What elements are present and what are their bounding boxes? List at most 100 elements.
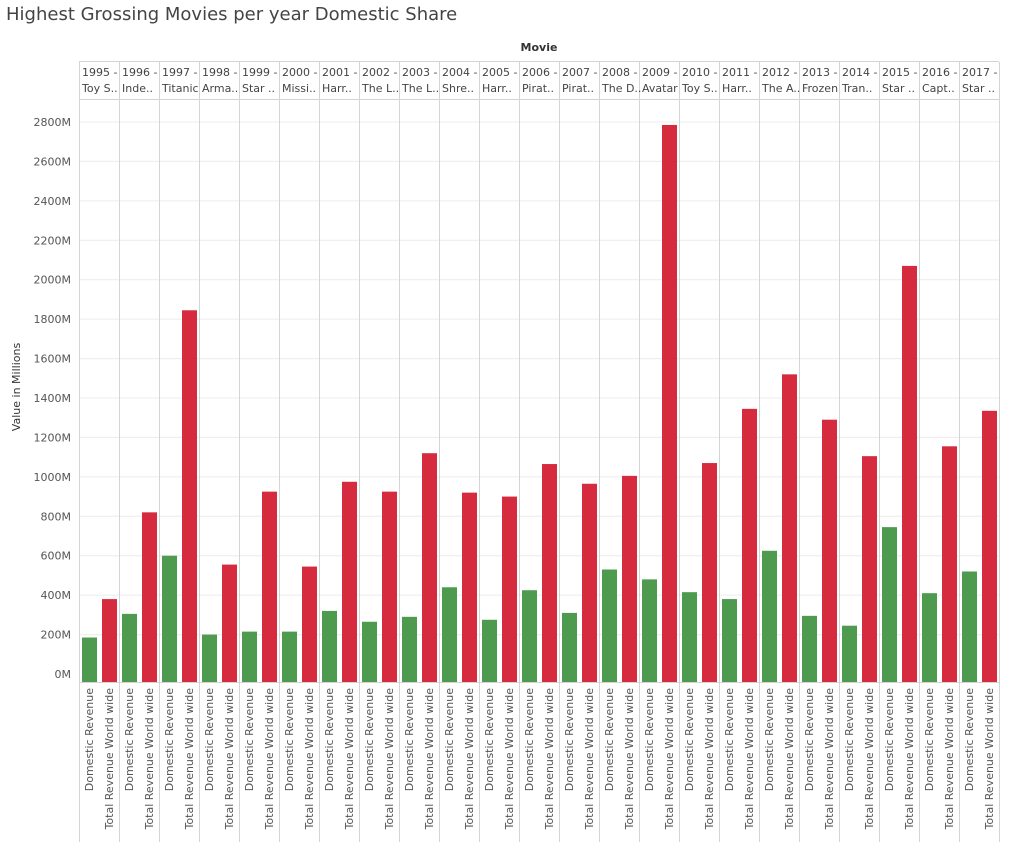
category-label: Domestic Revenue: [243, 688, 256, 791]
domestic-revenue-bar: [202, 634, 217, 682]
category-label: Domestic Revenue: [323, 688, 336, 791]
header-year-label: 2004 -: [442, 66, 477, 79]
category-label: Domestic Revenue: [923, 688, 936, 791]
worldwide-revenue-bar: [542, 464, 557, 682]
domestic-revenue-bar: [82, 637, 97, 682]
worldwide-revenue-bar: [982, 410, 997, 682]
header-movie-label: The L..: [361, 82, 399, 95]
category-label: Total Revenue World wide: [223, 688, 236, 831]
category-label: Total Revenue World wide: [703, 688, 716, 831]
y-tick-label: 1200M: [34, 431, 72, 444]
domestic-revenue-bar: [402, 616, 417, 682]
worldwide-revenue-bar: [502, 496, 517, 682]
category-label: Total Revenue World wide: [743, 688, 756, 831]
category-label: Domestic Revenue: [123, 688, 136, 791]
header-year-label: 2000 -: [282, 66, 317, 79]
header-movie-label: Pirat..: [562, 82, 594, 95]
header-year-label: 2005 -: [482, 66, 517, 79]
worldwide-revenue-bar: [582, 483, 597, 682]
worldwide-revenue-bar: [662, 124, 677, 682]
category-label: Total Revenue World wide: [983, 688, 996, 831]
category-layer: Domestic Revenue Total Revenue World wide…: [83, 688, 996, 831]
y-tick-label: 400M: [41, 589, 72, 602]
worldwide-revenue-bar: [742, 408, 757, 682]
header-year-label: 2013 -: [802, 66, 837, 79]
y-tick-label: 1800M: [34, 313, 72, 326]
worldwide-revenue-bar: [422, 453, 437, 682]
y-tick-label: 0M: [55, 668, 72, 681]
domestic-revenue-bar: [842, 625, 857, 682]
worldwide-revenue-bar: [862, 456, 877, 682]
header-movie-label: Pirat..: [522, 82, 554, 95]
header-movie-label: Shre..: [442, 82, 474, 95]
category-label: Total Revenue World wide: [663, 688, 676, 831]
header-movie-label: Tran..: [841, 82, 872, 95]
domestic-revenue-bar: [362, 621, 377, 682]
category-label: Domestic Revenue: [563, 688, 576, 791]
y-axis-title: Value in Millions: [10, 343, 23, 432]
header-year-label: 2016 -: [922, 66, 957, 79]
category-label: Domestic Revenue: [443, 688, 456, 791]
y-tick-label: 1600M: [34, 353, 72, 366]
worldwide-revenue-bar: [262, 491, 277, 682]
header-layer: 1995 -Toy S..1996 -Inde..1997 -Titanic19…: [81, 66, 997, 95]
worldwide-revenue-bar: [902, 265, 917, 682]
header-year-label: 1998 -: [202, 66, 237, 79]
category-label: Total Revenue World wide: [343, 688, 356, 831]
header-year-label: 1995 -: [82, 66, 117, 79]
header-year-label: 2009 -: [642, 66, 677, 79]
domestic-revenue-bar: [722, 599, 737, 682]
category-label: Domestic Revenue: [723, 688, 736, 791]
category-label: Domestic Revenue: [883, 688, 896, 791]
domestic-revenue-bar: [962, 571, 977, 682]
category-label: Domestic Revenue: [283, 688, 296, 791]
category-label: Total Revenue World wide: [103, 688, 116, 831]
category-label: Total Revenue World wide: [303, 688, 316, 831]
grid-layer: [79, 121, 999, 636]
domestic-revenue-bar: [682, 592, 697, 682]
header-year-label: 1996 -: [122, 66, 157, 79]
worldwide-revenue-bar: [182, 310, 197, 682]
header-movie-label: Frozen: [802, 82, 838, 95]
domestic-revenue-bar: [322, 610, 337, 682]
y-tick-label: 2200M: [34, 234, 72, 247]
category-label: Domestic Revenue: [523, 688, 536, 791]
domestic-revenue-bar: [162, 555, 177, 682]
header-movie-label: Star ..: [962, 82, 995, 95]
category-label: Total Revenue World wide: [783, 688, 796, 831]
category-label: Total Revenue World wide: [463, 688, 476, 831]
domestic-revenue-bar: [562, 612, 577, 682]
header-year-label: 2010 -: [682, 66, 717, 79]
category-label: Total Revenue World wide: [503, 688, 516, 831]
category-label: Domestic Revenue: [483, 688, 496, 791]
header-movie-label: Arma..: [202, 82, 238, 95]
worldwide-revenue-bar: [142, 512, 157, 682]
domestic-revenue-bar: [882, 527, 897, 682]
category-label: Total Revenue World wide: [183, 688, 196, 831]
worldwide-revenue-bar: [462, 492, 477, 682]
header-movie-label: Capt..: [922, 82, 955, 95]
worldwide-revenue-bar: [942, 446, 957, 682]
header-movie-label: The A..: [761, 82, 800, 95]
header-year-label: 2003 -: [402, 66, 437, 79]
y-tick-label: 1400M: [34, 392, 72, 405]
category-label: Domestic Revenue: [403, 688, 416, 791]
header-year-label: 2002 -: [362, 66, 397, 79]
header-year-label: 2011 -: [722, 66, 757, 79]
header-year-label: 2015 -: [882, 66, 917, 79]
header-movie-label: The L..: [401, 82, 439, 95]
header-movie-label: Missi..: [282, 82, 316, 95]
worldwide-revenue-bar: [622, 475, 637, 682]
header-movie-label: Avatar: [642, 82, 678, 95]
worldwide-revenue-bar: [222, 564, 237, 682]
category-label: Total Revenue World wide: [583, 688, 596, 831]
worldwide-revenue-bar: [342, 481, 357, 682]
domestic-revenue-bar: [762, 550, 777, 682]
y-tick-label: 2400M: [34, 195, 72, 208]
category-label: Domestic Revenue: [803, 688, 816, 791]
y-tick-label: 200M: [41, 629, 72, 642]
domestic-revenue-bar: [242, 631, 257, 682]
header-year-label: 2001 -: [322, 66, 357, 79]
category-label: Total Revenue World wide: [823, 688, 836, 831]
